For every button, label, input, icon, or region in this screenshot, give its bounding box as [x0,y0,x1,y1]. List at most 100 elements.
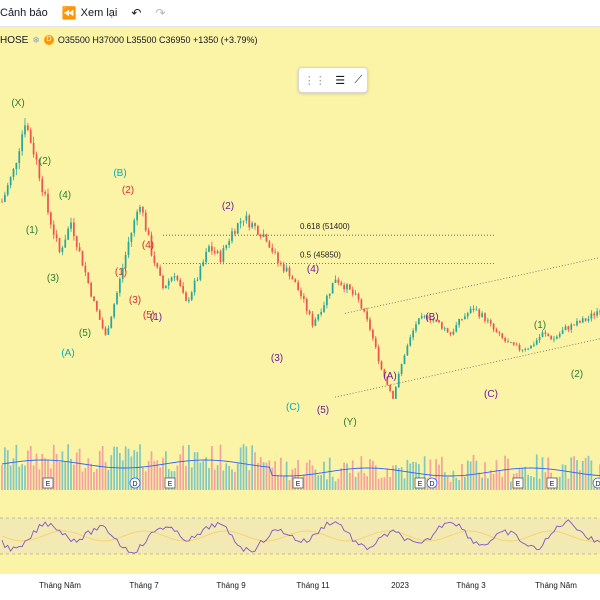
volume-bar [35,453,38,490]
candle-body [556,336,558,339]
candle-body [84,265,87,273]
undo-icon: ↶ [131,6,142,20]
candle-body [406,345,409,356]
volume-bar [271,467,274,490]
volume-bar [38,469,41,490]
redo-button[interactable]: ↷ [155,6,165,20]
candle-body [193,280,196,293]
volume-bar [130,456,133,490]
wave-label: (4) [59,190,71,201]
volume-bar [12,458,15,490]
volume-bar [78,448,81,490]
candle-body [527,348,529,350]
volume-bar [1,465,3,490]
volume-bar [331,476,334,490]
candle-body [489,320,492,324]
candle-body [234,231,236,234]
candle-body [288,267,291,277]
candle-body [386,376,389,385]
candle-body [458,318,460,326]
candle-body [472,308,475,310]
volume-bar [190,467,193,490]
volume-bar [435,459,437,490]
volume-bar [144,471,147,490]
candle-body [340,282,343,286]
candle-body [441,322,443,329]
candle-body [484,313,486,322]
candle-body [567,326,570,330]
candle-body [52,224,55,235]
trend-pattern-icon[interactable]: ⟋ [354,73,363,86]
volume-bar [257,462,259,490]
candle-body [308,311,311,314]
candle-body [236,223,239,234]
volume-bar [165,451,167,490]
channel-lower-line [334,338,600,398]
candle-body [211,246,213,252]
candle-body [291,276,294,280]
candle-body [452,331,455,335]
volume-bar [320,475,322,490]
candle-body [579,320,581,323]
x-tick-label: Tháng Năm [39,581,81,590]
candle-body [196,279,199,281]
volume-bar [176,465,179,490]
volume-bar [27,450,29,490]
volume-bar [311,465,314,490]
volume-bar [282,475,285,490]
volume-bar [386,468,389,490]
candle-body [245,215,248,221]
volume-bar [544,472,547,490]
volume-bar [377,478,380,490]
candle-body [372,329,374,339]
candle-body [110,316,113,329]
candle-body [18,151,21,163]
candle-body [96,300,98,311]
alert-button[interactable]: Cảnh báo [0,7,48,19]
volume-bar [567,478,570,490]
volume-bar [389,477,391,490]
candle-body [225,245,228,249]
replay-button[interactable]: ⏪ Xem lại [62,6,118,20]
candle-body [208,246,210,252]
candle-body [130,232,133,242]
drag-handle-icon[interactable]: ⋮⋮ [303,74,326,87]
candle-body [297,282,299,291]
candle-body [392,390,394,399]
volume-bar [98,450,101,490]
candle-body [259,234,262,237]
candle-body [541,332,544,338]
volume-bar [211,446,213,490]
line-style-icon[interactable]: ☰ [335,74,346,87]
volume-bar [52,444,55,490]
volume-bar [67,444,69,490]
symbol-exchange[interactable]: HOSE [0,34,29,46]
candle-body [389,384,391,391]
undo-button[interactable]: ↶ [131,6,141,20]
candle-body [596,311,598,316]
volume-bar [409,463,412,490]
volume-bar [458,480,460,490]
candle-body [199,266,202,280]
candle-body [216,251,219,253]
volume-bar [188,444,190,490]
volume-bar [234,471,236,490]
volume-bar [18,466,21,490]
volume-bar [116,446,118,490]
ohlc-values: O35500 H37000 L35500 C36950 +1350 (+3.79… [57,35,258,45]
volume-bar [64,461,67,490]
event-marker-label: E [296,481,301,488]
volume-bar [412,461,414,490]
volume-bar [449,481,452,490]
time-axis[interactable]: Tháng Năm Tháng 7 Tháng 9 Tháng 11 2023 Tháng… [0,574,600,600]
wave-label: (4) [307,264,319,275]
candle-body [147,230,150,236]
volume-bar [406,459,409,490]
drawing-floating-toolbar[interactable]: ⋮⋮ ☰ ⟋ [298,67,368,93]
candle-body [481,313,483,317]
candle-body [121,268,124,279]
candle-body [415,324,417,331]
volume-bar [504,455,506,490]
volume-bar [182,445,184,490]
candle-body [133,220,136,233]
